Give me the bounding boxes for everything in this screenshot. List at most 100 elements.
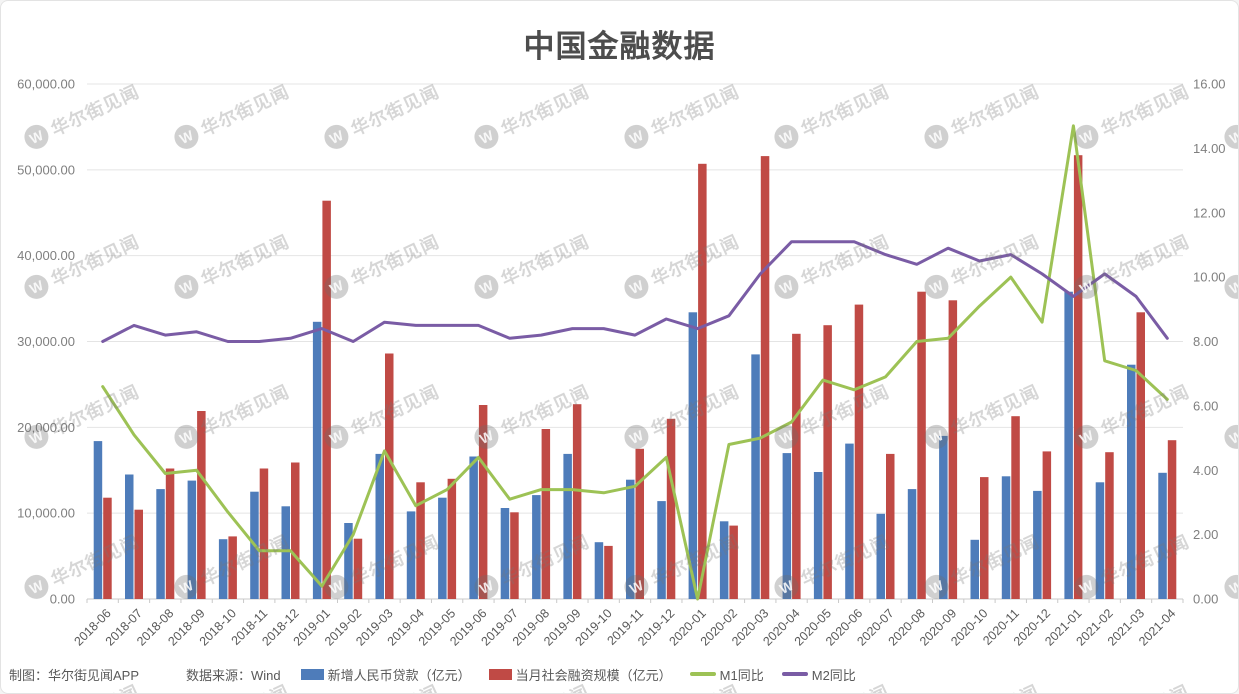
bar [572, 404, 582, 599]
bar [1127, 364, 1136, 599]
bar [187, 480, 197, 599]
bar [604, 545, 613, 599]
bar [125, 474, 134, 599]
x-axis-ticks [86, 599, 1184, 603]
bar [1158, 472, 1167, 599]
bar [478, 405, 488, 599]
bar [1011, 416, 1020, 599]
bar [510, 512, 519, 599]
bar [1167, 440, 1177, 599]
right-axis-tick-label: 2.00 [1193, 527, 1218, 542]
right-axis-tick-label: 8.00 [1193, 334, 1218, 349]
series-line [101, 240, 1169, 343]
bar [134, 509, 143, 599]
bar [939, 435, 948, 599]
series-line [101, 124, 1169, 601]
right-axis-tick-label: 14.00 [1193, 141, 1226, 156]
legend-item-social-financing: 当月社会融资规模（亿元） [488, 665, 672, 684]
legend-swatch-social-financing [488, 668, 512, 680]
bar [156, 489, 165, 599]
right-axis-tick-label: 4.00 [1193, 463, 1218, 478]
right-axis-tick-label: 12.00 [1193, 205, 1226, 220]
left-axis-tick-label: 20,000.00 [17, 420, 75, 435]
legend-swatch-new-loans [300, 668, 324, 680]
right-axis-labels: 16.00 14.00 12.00 10.00 8.00 6.00 4.00 2.00 0.00 [1193, 77, 1226, 607]
left-axis-tick-label: 10,000.00 [17, 506, 75, 521]
bar [813, 472, 823, 599]
x-axis-labels: 2018-062018-072018-082018-092018-102018-… [71, 606, 1178, 648]
bar [406, 511, 416, 599]
bar [657, 501, 666, 599]
legend-label-social-financing: 当月社会融资规模（亿元） [515, 667, 672, 683]
right-axis-tick-label: 0.00 [1193, 592, 1218, 607]
bar [93, 441, 103, 599]
legend-item-m2-yoy: M2同比 [781, 665, 856, 684]
bar [218, 539, 228, 599]
bar [541, 429, 551, 599]
bar [907, 489, 917, 599]
bar [103, 497, 112, 599]
bar [729, 525, 738, 599]
bar [917, 291, 926, 599]
bar [1136, 312, 1145, 599]
bar [385, 353, 394, 599]
bar [688, 312, 698, 599]
bars-new-loans [93, 291, 1167, 599]
legend-swatch-m2-yoy [781, 672, 808, 676]
bar [698, 163, 707, 600]
bar [666, 418, 676, 600]
right-axis-tick-label: 6.00 [1193, 398, 1218, 413]
bar [447, 478, 457, 599]
bar [165, 468, 175, 599]
legend-label-m1-yoy: M1同比 [719, 667, 764, 683]
right-axis-tick-label: 16.00 [1193, 77, 1226, 92]
bar [281, 506, 290, 599]
bar [980, 477, 989, 599]
bar [353, 538, 363, 599]
bar [1105, 452, 1114, 599]
bar [438, 497, 447, 599]
bar [197, 411, 206, 599]
m2-yoy-line [101, 240, 1169, 343]
bar [469, 456, 478, 599]
left-axis-tick-label: 30,000.00 [17, 334, 75, 349]
bar [886, 453, 895, 599]
bar [375, 453, 384, 599]
left-axis-tick-label: 50,000.00 [17, 162, 75, 177]
bar [1095, 482, 1105, 599]
chart-title: 中国金融数据 [523, 29, 716, 64]
bar [594, 542, 604, 599]
bar [500, 508, 510, 599]
data-source-text: 数据来源：Wind [186, 667, 281, 683]
right-axis-tick-label: 10.00 [1193, 270, 1226, 285]
bar [291, 462, 300, 599]
bar [854, 304, 864, 599]
bar [760, 156, 770, 599]
legend-label-m2-yoy: M2同比 [811, 667, 856, 683]
chart-footer: 制图：华尔街见闻APP 数据来源：Wind 新增人民币贷款（亿元） 当月社会融资… [1, 663, 1238, 685]
bar [259, 468, 269, 599]
bar [416, 482, 425, 599]
legend-item-m1-yoy: M1同比 [689, 665, 764, 684]
bar [970, 539, 979, 599]
bar [1042, 451, 1052, 599]
legend-label-new-loans: 新增人民币贷款（亿元） [327, 667, 471, 683]
bar [228, 536, 237, 599]
m1-yoy-line [101, 124, 1169, 601]
credit-text: 制图：华尔街见闻APP [9, 667, 140, 683]
bar [719, 521, 729, 599]
bar [1073, 155, 1083, 599]
left-axis-tick-label: 0.00 [50, 592, 75, 607]
bar [344, 523, 353, 599]
bar [876, 513, 885, 599]
bar [1064, 291, 1073, 599]
bar [312, 321, 322, 599]
bar [792, 333, 801, 599]
bars-social-financing [103, 155, 1177, 600]
bar [532, 495, 541, 599]
bar [1001, 476, 1011, 599]
bar [782, 453, 792, 599]
bar [751, 354, 760, 599]
left-axis-tick-label: 60,000.00 [17, 77, 75, 92]
